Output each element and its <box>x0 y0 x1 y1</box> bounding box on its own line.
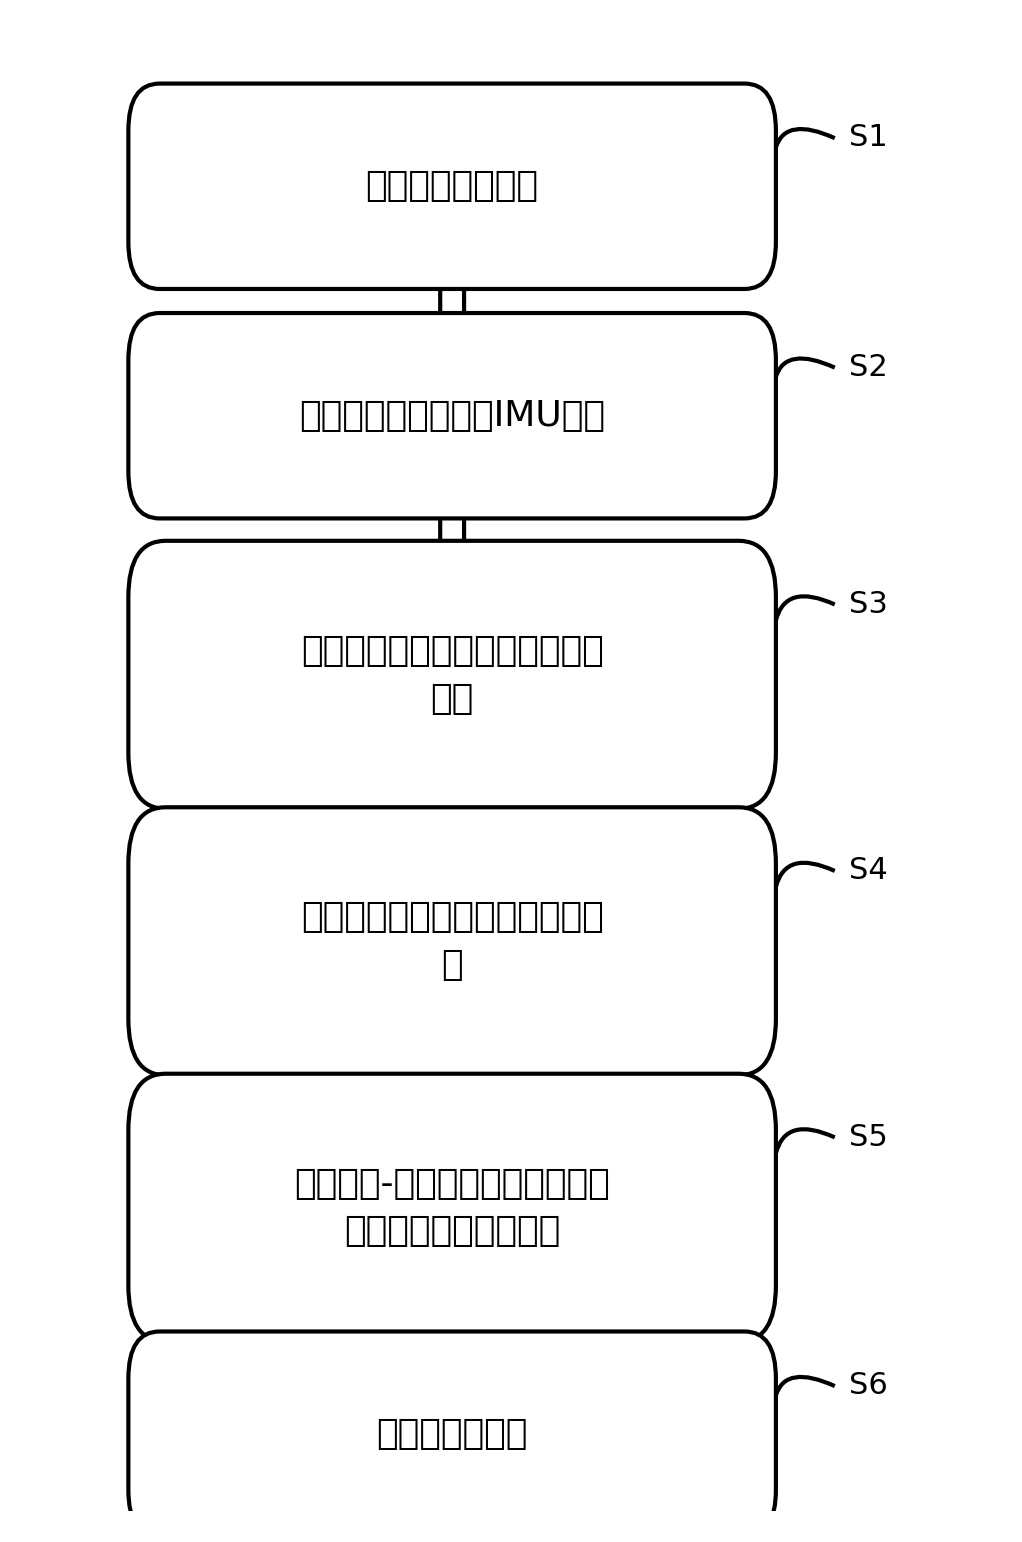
Text: S3: S3 <box>849 589 888 618</box>
Text: S4: S4 <box>849 856 888 885</box>
FancyBboxPatch shape <box>129 1073 776 1342</box>
FancyBboxPatch shape <box>129 1331 776 1537</box>
Text: 获取表面肌电信号与IMU信息: 获取表面肌电信号与IMU信息 <box>299 399 605 433</box>
FancyBboxPatch shape <box>129 313 776 518</box>
Text: S5: S5 <box>849 1123 888 1152</box>
Polygon shape <box>424 752 480 864</box>
Text: S2: S2 <box>849 353 888 382</box>
Text: 建立手臂-机械臂物理关系模型，
输出机械臂运动控制量: 建立手臂-机械臂物理关系模型， 输出机械臂运动控制量 <box>294 1167 610 1249</box>
FancyBboxPatch shape <box>129 808 776 1075</box>
Text: 驱动机械臂运动: 驱动机械臂运动 <box>376 1417 527 1451</box>
FancyBboxPatch shape <box>129 541 776 808</box>
Text: S6: S6 <box>849 1371 888 1400</box>
Polygon shape <box>424 242 480 359</box>
Text: 信号预处理并通过无线通讯方式
发送: 信号预处理并通过无线通讯方式 发送 <box>300 634 604 715</box>
Polygon shape <box>424 1286 480 1379</box>
Text: S1: S1 <box>849 123 888 153</box>
Polygon shape <box>424 472 480 597</box>
Polygon shape <box>424 1019 480 1129</box>
Text: 校准数据采集装置: 校准数据采集装置 <box>366 170 539 204</box>
Text: 进行自然手势识别与手臂姿态解
析: 进行自然手势识别与手臂姿态解 析 <box>300 901 604 982</box>
FancyBboxPatch shape <box>129 83 776 288</box>
